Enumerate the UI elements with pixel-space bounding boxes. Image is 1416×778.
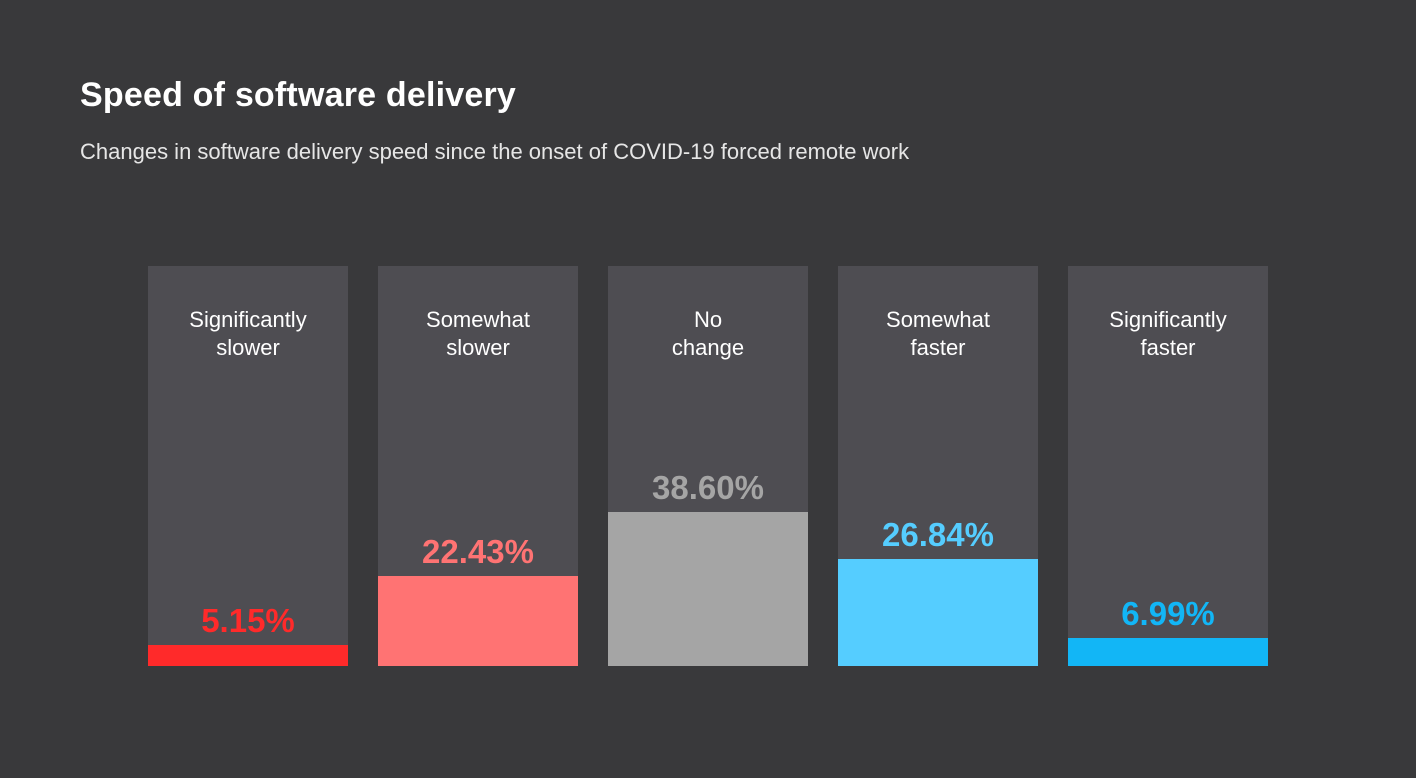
category-label-line: faster xyxy=(910,335,966,360)
bar-column: Significantly faster 6.99% xyxy=(1068,266,1268,666)
category-label-line: Somewhat xyxy=(426,307,530,332)
category-label: Somewhat faster xyxy=(838,306,1038,362)
category-label-line: No xyxy=(693,307,723,332)
bar xyxy=(608,511,808,666)
category-label-line: faster xyxy=(1140,335,1196,360)
bar xyxy=(1068,638,1268,666)
category-label-line: change xyxy=(671,335,745,360)
category-label: Significantly slower xyxy=(148,306,348,362)
category-label-line: Significantly xyxy=(189,307,307,332)
bar-column: No change 38.60% xyxy=(608,266,808,666)
value-label: 26.84% xyxy=(882,515,994,553)
chart-title: Speed of software delivery xyxy=(80,76,517,114)
category-label: Significantly faster xyxy=(1068,306,1268,362)
bar xyxy=(378,576,578,666)
category-label: Somewhat slower xyxy=(378,306,578,362)
category-label-line: Significantly xyxy=(1109,307,1227,332)
value-label: 22.43% xyxy=(422,533,534,571)
bar xyxy=(148,645,348,666)
bar-column: Significantly slower 5.15% xyxy=(148,266,348,666)
value-label: 6.99% xyxy=(1121,595,1215,633)
category-label-line: Somewhat xyxy=(886,307,990,332)
value-label: 38.60% xyxy=(652,468,764,506)
bar-column: Somewhat faster 26.84% xyxy=(838,266,1038,666)
category-label-line: slower xyxy=(216,335,280,360)
bar-column: Somewhat slower 22.43% xyxy=(378,266,578,666)
bar xyxy=(838,558,1038,666)
category-label-line: slower xyxy=(446,335,510,360)
category-label: No change xyxy=(608,306,808,362)
value-label: 5.15% xyxy=(201,602,295,640)
chart-subtitle: Changes in software delivery speed since… xyxy=(80,139,910,164)
